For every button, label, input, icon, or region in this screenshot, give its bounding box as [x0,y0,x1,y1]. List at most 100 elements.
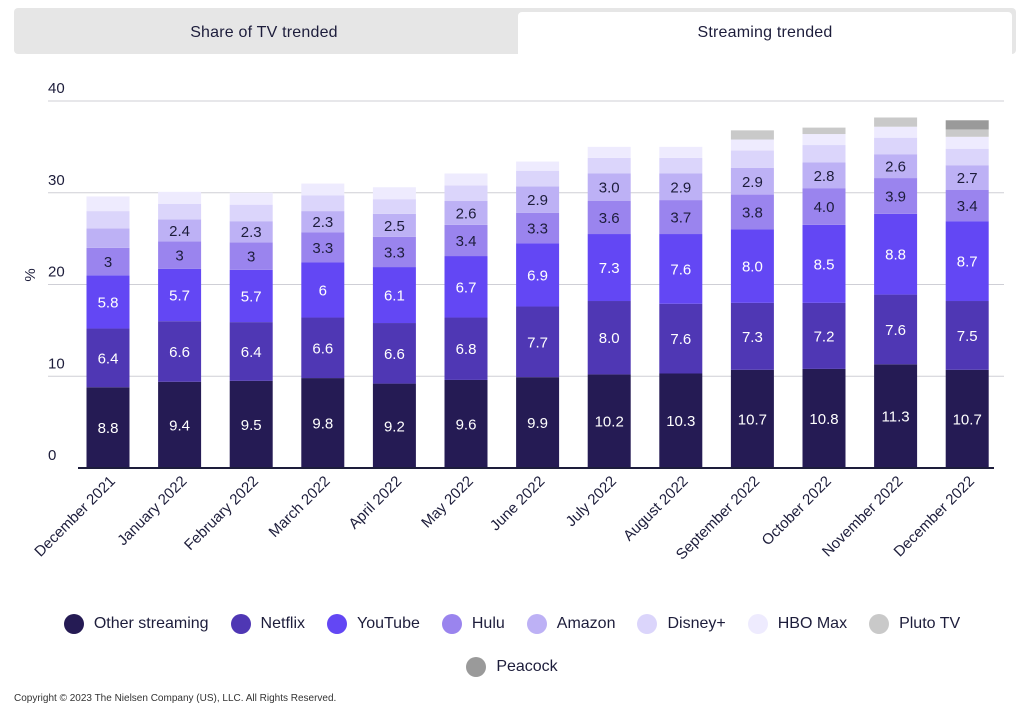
bar-segment [301,232,345,263]
bar-segment [229,380,273,468]
bar-segment [659,146,703,158]
bar-segment [945,221,989,302]
bar-segment [730,369,774,468]
legend-label: HBO Max [777,615,848,632]
legend-item[interactable]: Disney+ [637,614,726,634]
bar-segment [229,192,273,205]
bar-segment [874,154,918,179]
legend-swatch [526,614,547,634]
bar-segment [802,145,846,163]
bar-segment [372,323,416,384]
bar-segment [587,173,631,202]
bar-segment [158,219,202,242]
data-label: 7.6 [670,261,691,278]
data-label: 9.5 [241,417,262,434]
data-label: 2.3 [312,214,333,231]
bar-segment [802,134,846,146]
legend-swatch [441,614,462,634]
bar-segment [587,234,631,302]
legend-item[interactable]: HBO Max [747,614,848,634]
x-tick-label: February 2022 [181,473,262,554]
bar-segment [372,213,416,237]
bar-segment [802,162,846,189]
data-label: 6 [319,283,327,300]
data-label: 2.8 [814,168,835,185]
bar-segment [86,196,130,212]
y-tick-label: 20 [48,264,65,281]
bar-segment [587,374,631,468]
data-label: 3.4 [957,198,978,215]
data-label: 7.3 [599,260,620,277]
x-tick-label: May 2022 [418,473,477,532]
data-label: 3.7 [670,210,691,227]
bar-segment [86,328,130,388]
bar-segment [945,148,989,166]
data-label: 10.7 [738,411,767,428]
bar-segment [802,368,846,468]
bar-segment [802,127,846,135]
data-label: 2.9 [742,174,763,191]
data-label: 2.7 [957,170,978,187]
bar-segment [945,129,989,137]
bar-segment [444,224,488,257]
tab-bar: Share of TV trended Streaming trended [14,8,1016,54]
legend-item[interactable]: Amazon [526,614,616,634]
bar-segment [301,317,345,379]
legend-label: Amazon [556,615,616,632]
tab-share-of-tv-trended[interactable]: Share of TV trended [190,24,338,41]
bar-segment [372,267,416,324]
bar-segment [659,200,703,235]
legend-label: YouTube [357,615,420,632]
data-label: 9.9 [527,415,548,432]
bar-segment [802,224,846,303]
bar-segment [659,303,703,374]
legend-label: Disney+ [667,615,726,632]
data-label: 6.7 [456,279,477,296]
tab-streaming-trended[interactable]: Streaming trended [518,12,1012,54]
bar-segment [730,229,774,303]
data-label: 10.7 [953,411,982,428]
copyright-text: Copyright © 2023 The Nielsen Company (US… [14,693,337,704]
legend-label: Netflix [260,615,305,632]
bar-segment [444,256,488,318]
bar-segment [516,243,560,307]
bar-segment [158,321,202,382]
bar-segment [229,204,273,222]
legend-label: Hulu [471,615,505,632]
bar-segment [659,157,703,174]
bar-segment [874,364,918,468]
bar-segment [444,201,488,225]
legend-item[interactable]: Peacock [466,657,558,677]
data-label: 10.3 [666,413,695,430]
bar-segment [516,170,560,187]
data-label: 6.1 [384,288,405,305]
legend-item[interactable]: Netflix [230,614,305,634]
data-label: 6.6 [312,340,333,357]
data-label: 3.6 [599,210,620,227]
bar-segment [587,157,631,174]
legend-swatch [63,614,84,634]
data-label: 10.2 [595,414,624,431]
legend-item[interactable]: Other streaming [63,614,209,634]
legend-item[interactable]: YouTube [327,614,420,634]
x-tick-label: April 2022 [345,473,405,533]
stacked-bar-chart: 0 10 20 30 40% 8.8 6.4 5.8 3 December 2021 9.4 6.6 5… [22,80,1004,563]
bar-segment [229,322,273,381]
data-label: 11.3 [882,409,910,426]
data-label: 6.6 [169,344,190,361]
x-tick-label: August 2022 [620,473,692,545]
bar-segment [587,146,631,158]
legend-item[interactable]: Hulu [441,614,505,634]
bar-segment [86,275,130,329]
bar-segment [874,137,918,155]
data-label: 2.3 [241,224,262,241]
data-label: 10.8 [809,411,838,428]
data-label: 5.7 [241,288,262,305]
bar-segment [372,236,416,268]
legend-item[interactable]: Pluto TV [869,614,960,634]
bar-segment [229,221,273,243]
data-label: 3.9 [885,188,906,205]
legend-swatch [466,657,487,677]
bar-segment [945,301,989,370]
bar-segment [444,173,488,186]
